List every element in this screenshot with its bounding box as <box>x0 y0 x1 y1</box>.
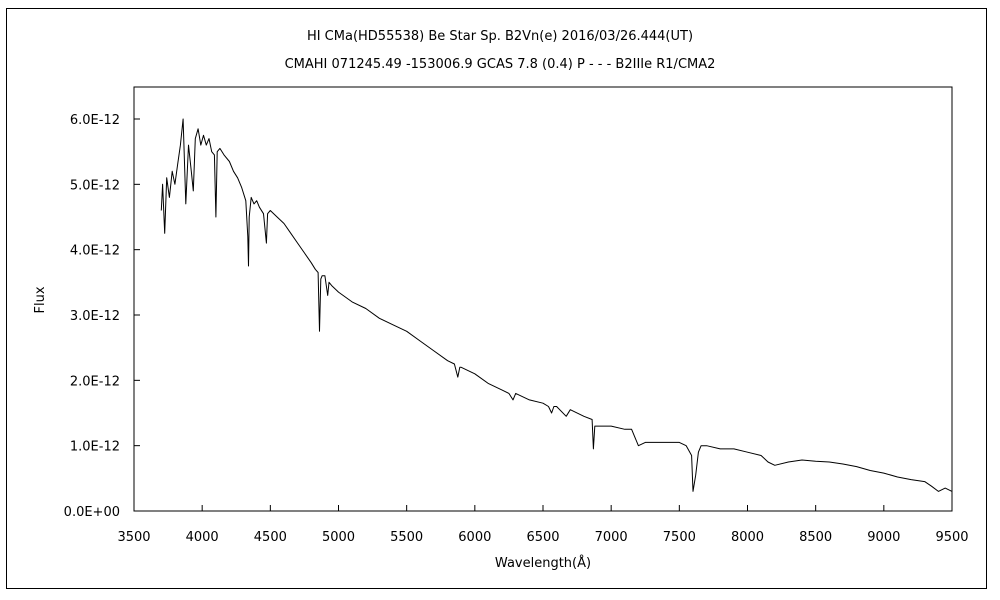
y-tick-label: 6.0E-12 <box>70 113 120 128</box>
x-tick-label: 7000 <box>595 530 628 545</box>
series-layer <box>160 118 953 492</box>
x-axis-label: Wavelength(Å) <box>495 555 591 571</box>
x-tick-label: 9500 <box>935 530 968 545</box>
x-tick-label: 6500 <box>526 530 559 545</box>
y-axis-ticks: 0.0E+00 1.0E-12 2.0E-12 3.0E-12 4.0E-12 5.0E-… <box>64 113 140 520</box>
x-tick-label: 8000 <box>731 530 764 545</box>
y-tick-label: 2.0E-12 <box>70 374 120 389</box>
spectrum-line-0 <box>160 118 953 492</box>
chart-frame <box>6 8 987 589</box>
x-tick-label: 5500 <box>390 530 423 545</box>
y-tick-label: 4.0E-12 <box>70 244 120 259</box>
x-tick-label: 6000 <box>458 530 491 545</box>
y-tick-label: 5.0E-12 <box>70 178 120 193</box>
x-axis-ticks: 3500 4000 4500 5000 5500 6000 6500 7000 7500 8000… <box>117 505 969 545</box>
x-tick-label: 4000 <box>186 530 219 545</box>
y-tick-label: 1.0E-12 <box>70 440 120 455</box>
plot-area <box>133 86 953 512</box>
y-axis-label: Flux <box>33 286 48 313</box>
x-tick-label: 9000 <box>867 530 900 545</box>
y-tick-label: 0.0E+00 <box>64 505 120 520</box>
x-tick-label: 5000 <box>322 530 355 545</box>
x-tick-label: 7500 <box>663 530 696 545</box>
chart-title: HI CMa(HD55538) Be Star Sp. B2Vn(e) 2016… <box>307 29 693 44</box>
y-tick-label: 3.0E-12 <box>70 309 120 324</box>
x-tick-label: 4500 <box>254 530 287 545</box>
x-tick-label: 8500 <box>799 530 832 545</box>
chart-subtitle: CMAHI 071245.49 -153006.9 GCAS 7.8 (0.4)… <box>285 57 716 72</box>
x-tick-label: 3500 <box>117 530 150 545</box>
